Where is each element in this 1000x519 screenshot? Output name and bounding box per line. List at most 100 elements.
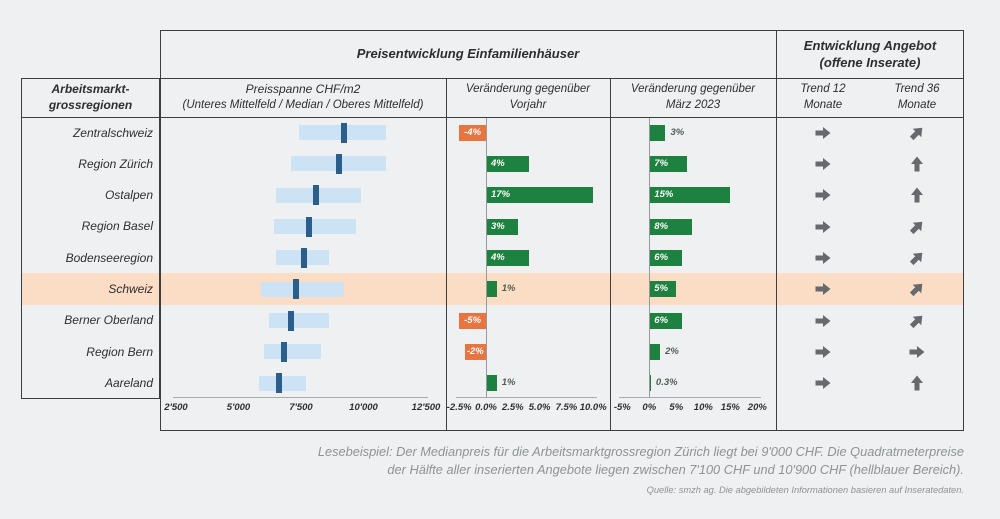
x-axis-tick: 0.0% [475,402,497,413]
col-header-trend12-line2: Monate [803,98,843,111]
region-labels-column: Zentralschweiz Region Zürich Ostalpen Regio… [21,117,160,399]
yoy-bar [486,187,594,204]
mar-value-label: 0.3% [655,377,678,389]
yoy-bar [459,124,486,141]
col-header-trend36: Trend 36 Monate [870,78,964,117]
subheader-bottom-line [21,117,964,118]
mar-bar [649,281,677,298]
region-label: Bodenseeregion [65,250,153,265]
price-median-tick [300,247,307,268]
price-range-chart: 2'500 5'000 7'500 10'000 12'500 [160,117,446,431]
col-header-trend36-line1: Trend 36 [894,83,940,96]
yoy-bar [486,155,529,172]
yoy-bar [486,281,497,298]
x-axis-tick: -2.5% [446,402,472,413]
price-median-tick [340,122,347,143]
yoy-bar [486,249,529,266]
col-header-price-line2: (Unteres Mittelfeld / Median / Oberes Mi… [182,98,424,111]
mar-value-label: 6% [654,314,669,326]
x-axis-tick: 7.5% [555,402,578,413]
trend-arrow-up [908,374,926,392]
mar-bar [649,187,731,204]
price-range-bar [258,375,306,391]
col-header-price-line1: Preisspanne CHF/m2 [245,82,361,96]
row-header-line1: Arbeitsmarkt- [51,81,130,96]
yoy-value-label: 4% [491,157,505,169]
group-title-offer: Entwicklung Angebot (offene Inserate) [776,30,964,78]
x-axis-line [456,397,598,398]
mar2023-change-chart: 3% 7% 15% 8% 6% 5% 6% 2% 0.3% -5% 0% 5% 10% 15% 20% [610,117,776,431]
group-title-offer-line1: Entwicklung Angebot [803,37,937,53]
col-header-yoy-line2: Vorjahr [509,98,547,111]
x-axis-tick: 10'000 [349,402,378,413]
region-label: Schweiz [108,282,153,297]
col-header-trend12: Trend 12 Monate [776,78,870,117]
col-header-price: Preisspanne CHF/m2 (Unteres Mittelfeld /… [160,78,446,117]
trend-arrow-up-right [908,312,926,330]
x-axis-tick: -5% [613,402,631,413]
trend-arrow-right [814,155,832,173]
divider-mar-trend [776,30,777,431]
region-label: Ostalpen [104,188,153,203]
yoy-value-label: -5% [464,314,482,326]
trend-arrows-column [776,117,964,399]
trend-arrow-up [908,155,926,173]
group-title-price: Preisentwicklung Einfamilienhäuser [160,30,776,78]
mar-bar [649,375,652,392]
trend-arrow-right [814,280,832,298]
price-range-bar [261,281,344,297]
trend-arrow-right [814,312,832,330]
price-median-tick [293,279,299,300]
region-label: Zentralschweiz [72,125,153,140]
yoy-value-label: 4% [491,251,505,263]
col-header-trend12-line1: Trend 12 [800,83,846,96]
x-axis-tick: 5.0% [528,402,551,413]
yoy-value-label: 17% [491,189,511,201]
price-range-bar [273,219,356,235]
mar-bar [649,249,682,266]
yoy-value-label: 1% [501,283,516,295]
x-axis-line [173,397,428,398]
x-axis-tick: 10% [693,402,713,413]
x-axis-tick: 20% [747,402,767,413]
col-header-mar: Veränderung gegenüber März 2023 [610,78,776,117]
price-median-tick [335,153,342,174]
x-axis-tick: 15% [720,402,740,413]
trend-arrow-up-right [908,124,926,142]
trend-arrow-up-right [908,249,926,267]
trend-arrow-right [908,343,926,361]
trend-arrow-right [814,374,832,392]
region-label: Region Basel [81,219,153,234]
yoy-value-label: -2% [466,345,484,357]
col-header-mar-line1: Veränderung gegenüber [630,83,756,96]
divider-price-yoy [446,78,447,431]
x-axis-tick: 2'500 [164,402,188,413]
x-axis-line [619,397,762,398]
mar-value-label: 15% [654,189,674,201]
yoy-bar [464,343,486,360]
lesebeispiel-line2: der Hälfte aller inserierten Angebote li… [387,462,964,477]
col-header-mar-line2: März 2023 [665,98,721,111]
trend-arrow-up-right [908,280,926,298]
yoy-bar [486,218,519,235]
col-header-yoy: Veränderung gegenüber Vorjahr [446,78,610,117]
divider-yoy-mar [610,78,611,431]
mar-bar [649,218,693,235]
mar-bar [649,124,666,141]
trend-arrow-up [908,186,926,204]
mar-value-label: 7% [654,157,669,169]
price-median-tick [305,216,312,237]
region-label: Berner Oberland [64,313,153,328]
lesebeispiel-line1: Lesebeispiel: Der Medianpreis für die Ar… [317,444,964,459]
mar-value-label: 8% [654,220,669,232]
group-title-price-text: Preisentwicklung Einfamilienhäuser [356,46,580,62]
yoy-change-chart: -4% 4% 17% 3% 4% 1% -5% -2% 1% -2.5% 0.0% 2.5% 5.0% 7… [446,117,610,431]
region-label: Region Zürich [78,156,153,171]
zero-line [486,117,487,397]
trend-arrow-right [814,343,832,361]
subheader-top-line [160,78,964,79]
row-header-line2: grossregionen [48,97,133,112]
yoy-bar [486,375,497,392]
x-axis-tick: 10.0% [579,402,607,413]
